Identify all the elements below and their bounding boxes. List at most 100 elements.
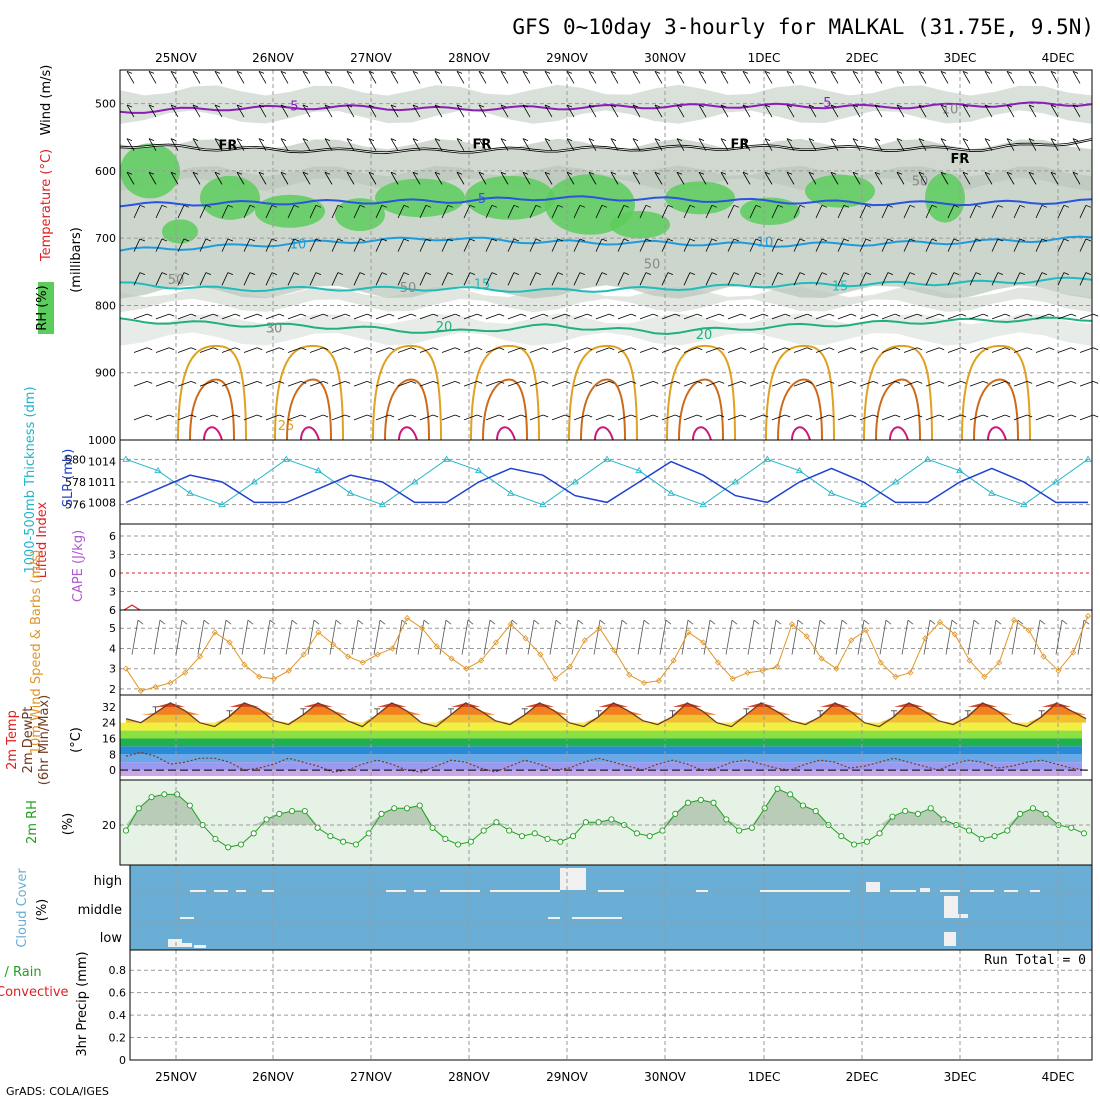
wind-barb [133, 238, 141, 252]
panel-background [130, 950, 1092, 1060]
wind-barb-flag [214, 104, 221, 108]
wind-barb-flag [720, 70, 727, 74]
wind-barb-flag [148, 138, 155, 141]
thickness-marker [410, 478, 419, 485]
wind-barb [786, 138, 795, 151]
wind-barb-flag [785, 414, 791, 418]
wind-barb-flag [997, 272, 1004, 275]
wind-speed-marker [848, 637, 855, 644]
wind-barb-flag [697, 347, 703, 351]
wind-barb [353, 347, 368, 353]
wind-barb [419, 313, 434, 320]
wind-barb [1079, 347, 1094, 353]
y-tick-label: 0.8 [109, 964, 127, 977]
wind-barb [1013, 205, 1021, 219]
wind-speed-marker [1025, 627, 1032, 634]
wind-speed-marker [996, 659, 1003, 666]
y-tick-label: 900 [95, 367, 116, 380]
upper-air-panel: 500 600 700 800 900 1000 -5 FR 5 10 15 20 25 50 50 30 50… [35, 65, 1099, 447]
wind-barb-flag [1005, 313, 1011, 317]
rh2m-marker [161, 791, 168, 798]
axis-label: (°C) [69, 727, 84, 753]
wind-barb [764, 172, 773, 185]
wind-speed-marker [137, 687, 144, 695]
rh2m-marker [646, 833, 653, 840]
wind-barb [463, 347, 478, 353]
wind-barb-flag [491, 272, 498, 275]
rh2m-marker [531, 830, 538, 837]
wind-barb-flag [873, 347, 879, 351]
wind-speed-marker [300, 651, 307, 658]
wind-speed-marker [966, 657, 973, 664]
wind-barb-flag [291, 619, 298, 625]
wind-barb [815, 414, 830, 421]
temperature-band [120, 730, 1082, 739]
wind-barb [705, 414, 720, 421]
wind-barb-flag [521, 381, 527, 384]
wind-barb [155, 347, 170, 353]
wind-barb [263, 620, 271, 655]
wind-barb [830, 138, 839, 151]
wind-barb-flag [1006, 171, 1013, 175]
wind-barb [881, 381, 896, 387]
wind-barb [991, 414, 1006, 421]
wind-barb-flag [159, 619, 166, 625]
wind-barb [837, 414, 852, 421]
wind-barb [412, 172, 421, 185]
wind-barb [918, 138, 927, 151]
wind-barb [661, 272, 669, 286]
wind-barb-flag [346, 104, 353, 108]
lifted-index-line [123, 604, 141, 611]
wind-barb [236, 71, 245, 84]
wind-barb [1072, 172, 1081, 185]
wind-barb-flag [147, 347, 153, 351]
wind-barb-flag [676, 104, 683, 108]
wind-barb-flag [632, 70, 639, 74]
wind-barb [659, 620, 667, 655]
wind-barb [566, 104, 575, 118]
rh2m-marker [365, 830, 372, 837]
wind-barb [857, 620, 865, 655]
wind-barb-flag [257, 313, 263, 317]
wind-barb-flag [280, 171, 287, 175]
wind-barb [439, 620, 447, 655]
wind-barb [199, 414, 214, 421]
wind-barb-flag [455, 313, 461, 317]
wind-barb [901, 620, 909, 655]
wind-speed-marker [404, 615, 411, 622]
y-tick-label: 5 [109, 622, 116, 635]
wind-barb-flag [500, 104, 507, 108]
wind-barb [507, 205, 515, 219]
wind-barb [287, 238, 295, 252]
wind-barb-flag [874, 171, 881, 175]
wind-barb-flag [653, 381, 659, 384]
wind-barb [177, 313, 192, 320]
wind-barb [1079, 381, 1094, 387]
wind-barb-flag [403, 272, 410, 275]
top-date-label: 25NOV [155, 51, 197, 65]
wind-speed-marker [1010, 617, 1018, 624]
wind-barb-flag [588, 104, 595, 108]
wind-barb [725, 620, 733, 655]
wind-barb [727, 414, 742, 421]
wind-barb-flag [588, 138, 595, 141]
wind-barb-flag [412, 138, 419, 141]
rh2m-marker [838, 833, 845, 840]
wind-speed-marker [951, 631, 958, 638]
rh2m-marker [723, 816, 730, 823]
wind-barb [786, 172, 795, 185]
wind-barb-flag [830, 138, 837, 141]
wind-barb-flag [808, 171, 815, 175]
wind-barb [280, 71, 289, 84]
wind-barb [148, 172, 157, 185]
warm-contour [863, 344, 933, 441]
wind-speed-marker [537, 651, 544, 658]
wind-barb-flag [975, 204, 982, 208]
wind-barb-flag [1061, 619, 1068, 625]
wind-barb-flag [697, 414, 703, 418]
wind-barb-flag [478, 70, 485, 74]
wind-speed-marker [256, 673, 263, 680]
wind-speed-marker [596, 625, 603, 632]
wind-barb [441, 238, 449, 252]
wind-barb [368, 104, 377, 118]
